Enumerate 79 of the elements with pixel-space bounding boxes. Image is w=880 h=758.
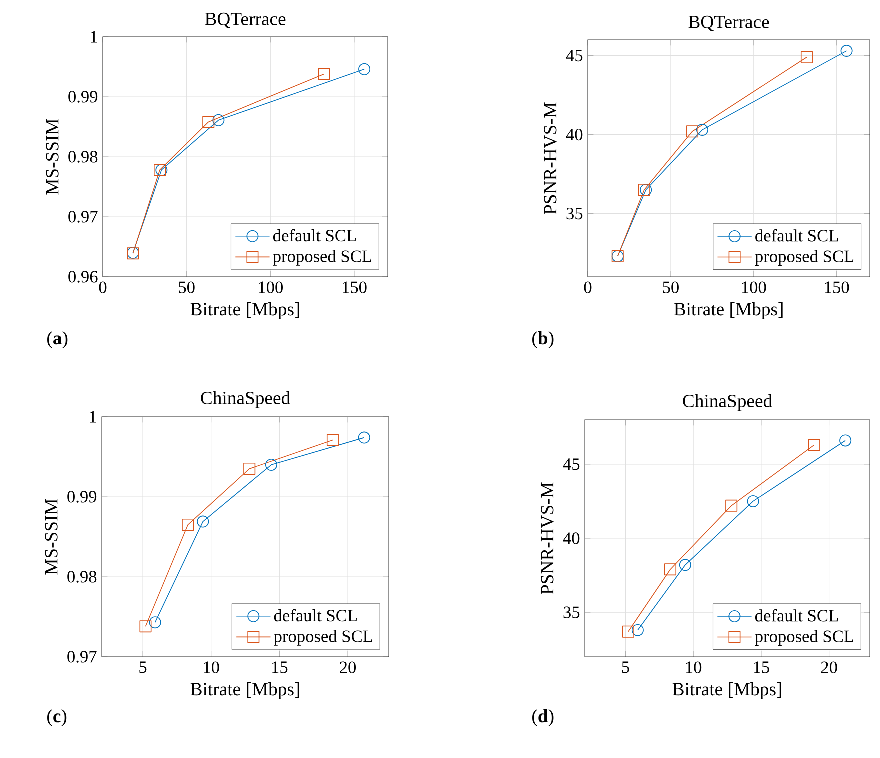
y-tick-label: 1 [90, 411, 96, 423]
x-tick-label: 5 [622, 662, 630, 674]
y-tick-label: 45 [566, 50, 583, 62]
x-tick-label: 5 [140, 662, 147, 674]
y-tick-label: 0.99 [68, 91, 98, 103]
point [244, 463, 256, 476]
x-axis-title: Bitrate [Mbps] [672, 682, 782, 700]
x-tick-label: 20 [340, 662, 356, 674]
point [358, 432, 370, 444]
legend-label: proposed SCL [755, 630, 854, 646]
point [358, 63, 371, 76]
text: (d) [532, 710, 554, 726]
point [726, 500, 738, 512]
point [202, 116, 215, 128]
y-tick-label: 0.96 [68, 271, 98, 283]
x-tick-label: 10 [686, 662, 702, 674]
x-tick-label: 10 [204, 662, 220, 674]
point [664, 564, 677, 576]
x-axis-title: Bitrate [Mbps] [674, 302, 783, 320]
point [747, 495, 760, 508]
point [632, 624, 644, 636]
x-tick-label: 50 [663, 282, 679, 294]
point [197, 516, 210, 528]
point [326, 434, 339, 446]
point [808, 439, 820, 452]
point [265, 459, 278, 472]
point [318, 68, 330, 80]
y-tick-label: 45 [563, 458, 580, 470]
text: (a) [48, 332, 68, 348]
x-tick-label: 150 [343, 282, 367, 294]
y-tick-label: 0.97 [68, 651, 97, 663]
point [696, 124, 708, 136]
x-tick-label: 50 [179, 282, 195, 294]
legend-label: default SCL [274, 609, 357, 622]
point [800, 51, 813, 64]
legend-label: proposed SCL [755, 250, 854, 266]
chart-title: BQTerrace [205, 12, 286, 28]
y-tick-label: 35 [564, 606, 580, 618]
legend-label: default SCL [756, 229, 838, 242]
y-axis-title: PSNR-HVS-M [541, 482, 554, 594]
x-tick-label: 150 [825, 282, 850, 294]
y-tick-label: 0.98 [68, 571, 97, 583]
chart-title: BQTerrace [688, 16, 770, 32]
point [686, 126, 699, 138]
chart-title: ChinaSpeed [683, 394, 772, 412]
point [182, 519, 194, 532]
legend-label: proposed SCL [273, 250, 372, 266]
y-tick-label: 0.97 [68, 211, 98, 223]
point [679, 559, 692, 572]
x-tick-label: 15 [272, 662, 288, 674]
point [140, 620, 152, 633]
x-axis-title: Bitrate [Mbps] [190, 682, 300, 700]
legend-label: proposed SCL [274, 630, 372, 646]
point [840, 45, 853, 58]
point [622, 626, 634, 638]
x-tick-label: 20 [821, 662, 838, 674]
chart-title: ChinaSpeed [201, 391, 290, 408]
x-tick-label: 0 [584, 282, 592, 294]
x-axis-title: Bitrate [Mbps] [190, 302, 300, 320]
y-axis-title: PSNR-HVS-M [544, 102, 557, 214]
y-tick-label: 0.98 [68, 151, 98, 163]
text: (b) [532, 332, 554, 348]
y-tick-label: 35 [566, 208, 583, 220]
legend-label: default SCL [755, 609, 838, 622]
x-tick-label: 100 [742, 282, 766, 294]
y-tick-label: 0.99 [68, 491, 97, 503]
y-axis-title: MS-SSIM [45, 499, 58, 575]
point [149, 616, 162, 629]
point [212, 114, 225, 126]
x-tick-label: 0 [99, 282, 107, 294]
y-axis-title: MS-SSIM [46, 119, 59, 195]
y-tick-label: 40 [566, 128, 583, 141]
x-tick-label: 100 [259, 282, 283, 294]
point [840, 434, 852, 447]
y-tick-label: 1 [91, 31, 98, 43]
text: (c) [48, 710, 67, 726]
x-tick-label: 15 [754, 662, 770, 674]
y-tick-label: 40 [563, 532, 580, 544]
legend-label: default SCL [273, 229, 356, 242]
